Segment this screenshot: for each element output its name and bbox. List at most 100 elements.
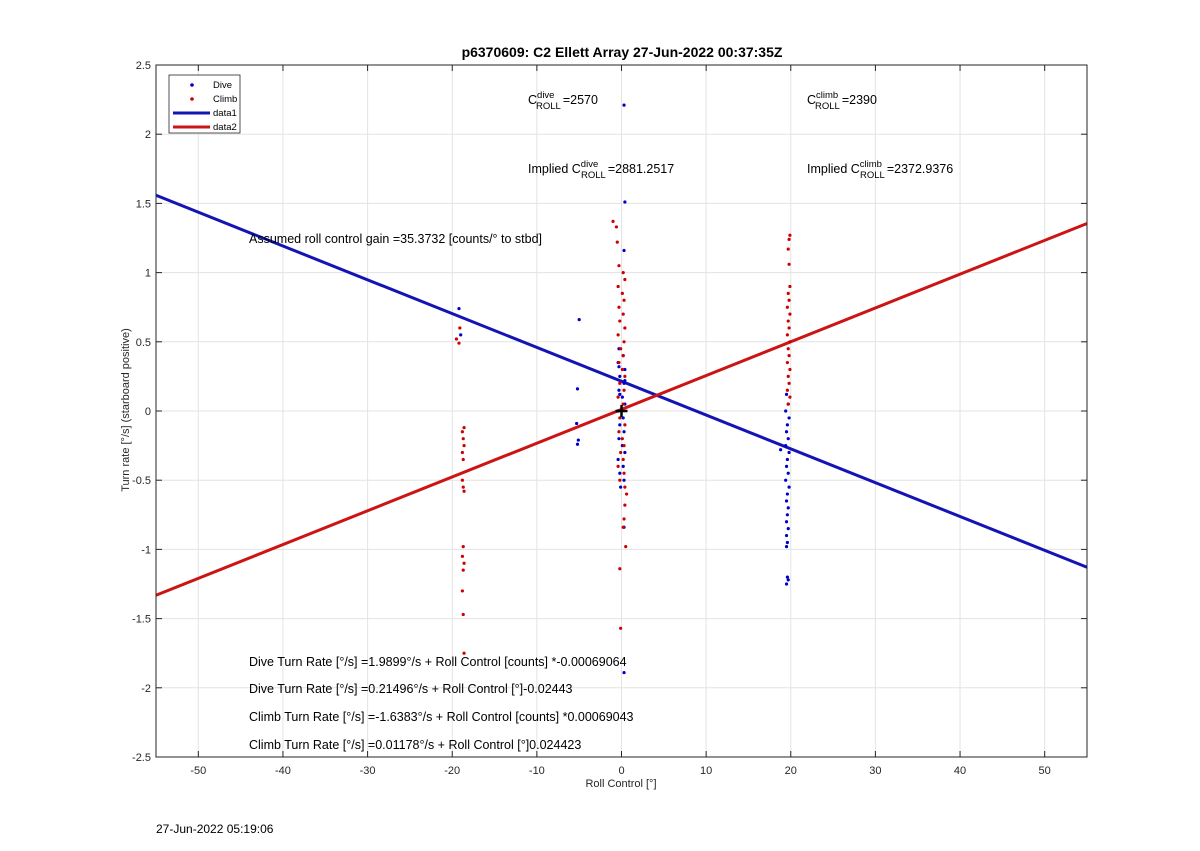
climb-point — [788, 284, 792, 289]
y-tick-label: 2.5 — [136, 60, 151, 72]
climb-point — [620, 437, 624, 441]
dive-point — [786, 527, 790, 531]
climb-point — [621, 271, 625, 275]
x-tick-label: 50 — [1039, 765, 1051, 777]
dive-point — [576, 438, 580, 442]
climb-point — [462, 651, 466, 655]
data-points — [454, 103, 792, 675]
climb-point — [619, 626, 623, 630]
climb-point — [786, 374, 790, 378]
dive-point — [575, 387, 580, 391]
axes: -50 -40 -30 -20 -10 0 10 20 30 40 50 -2.5-2-1.5-1-… — [132, 60, 1088, 777]
dive-point — [786, 578, 790, 582]
c-climb-label: Cclimb ROLL =2390 — [807, 90, 877, 112]
climb-point — [460, 554, 464, 558]
dive-point — [619, 485, 623, 489]
c-dive-label: Cdive ROLL =2570 — [528, 90, 598, 112]
y-tick-label: 1.5 — [136, 198, 151, 210]
dive-point — [618, 471, 622, 475]
climb-point — [619, 450, 623, 455]
legend-box — [168, 74, 241, 134]
y-tick-label: -1.5 — [132, 614, 151, 626]
climb-point — [457, 341, 461, 345]
dive-point — [617, 365, 621, 369]
dive-point — [785, 540, 789, 545]
climb-point — [785, 305, 789, 309]
climb-point — [618, 478, 622, 482]
dive-point — [618, 392, 622, 396]
dive-point — [784, 520, 789, 524]
climb-point — [786, 402, 790, 406]
legend-label: data2 — [213, 122, 237, 133]
climb-point — [462, 444, 466, 448]
x-tick-label: 0 — [618, 765, 624, 777]
climb-point — [621, 354, 625, 358]
dive-point — [787, 416, 791, 420]
climb-point — [786, 347, 790, 351]
climb-point — [623, 423, 627, 427]
climb-point — [788, 340, 792, 344]
dive-point — [787, 450, 791, 455]
climb-point — [622, 444, 626, 448]
dive-point — [618, 374, 622, 378]
climb-point — [617, 360, 621, 365]
climb-point — [458, 326, 462, 330]
y-tick-label: 0 — [145, 406, 151, 418]
climb-point — [462, 561, 466, 565]
dive-point — [623, 200, 627, 204]
dive-point — [623, 378, 627, 383]
x-tick-label: -10 — [529, 765, 545, 777]
dive-point — [784, 478, 788, 482]
climb-equation-degrees: Climb Turn Rate [°/s] =0.01178°/s + Roll… — [249, 738, 581, 752]
climb-point — [454, 337, 459, 341]
dive-point — [785, 492, 789, 496]
climb-point — [618, 381, 622, 385]
climb-point — [618, 567, 622, 571]
dive-point — [623, 450, 627, 455]
climb-point — [617, 264, 621, 268]
x-tick-label: 40 — [954, 765, 966, 777]
x-tick-label: 10 — [700, 765, 712, 777]
x-axis-ticks: -50 -40 -30 -20 -10 0 10 20 30 40 50 — [190, 65, 1051, 777]
climb-point — [616, 284, 620, 289]
climb-point — [614, 225, 619, 229]
dive-point — [621, 464, 625, 468]
dive-point — [622, 381, 626, 385]
x-tick-label: -30 — [360, 765, 376, 777]
climb-point — [461, 568, 465, 572]
climb-point — [621, 312, 625, 316]
dive-point — [622, 478, 626, 482]
legend-items: Dive Climb data1 data2 — [173, 80, 237, 133]
legend-marker-climb — [190, 97, 194, 101]
legend-label: data1 — [213, 108, 237, 119]
climb-point — [617, 305, 621, 309]
climb-point — [785, 360, 789, 365]
dive-point — [779, 448, 783, 452]
dive-point — [622, 248, 626, 253]
climb-point — [461, 457, 465, 462]
dive-equation-degrees: Dive Turn Rate [°/s] =0.21496°/s + Roll … — [249, 682, 573, 696]
climb-point — [787, 237, 791, 241]
y-tick-label: -1 — [141, 544, 151, 556]
dive-point — [785, 457, 789, 462]
dive-point — [621, 416, 625, 420]
dive-point — [616, 457, 620, 462]
climb-point — [622, 517, 626, 521]
dive-point — [784, 533, 789, 538]
climb-point — [618, 416, 622, 420]
dive-equation-counts: Dive Turn Rate [°/s] =1.9899°/s + Roll C… — [249, 655, 627, 669]
climb-point — [785, 333, 789, 337]
climb-point — [461, 485, 465, 489]
climb-point — [624, 492, 629, 496]
y-tick-label: 2 — [145, 129, 151, 141]
x-tick-label: -50 — [190, 765, 206, 777]
climb-point — [611, 219, 615, 223]
climb-point — [622, 340, 626, 344]
y-axis-label: Turn rate [°/s] (starboard positive) — [120, 328, 132, 492]
legend-label: Climb — [213, 94, 237, 105]
climb-point — [617, 430, 621, 434]
climb-point — [785, 388, 789, 392]
gain-annotation: Assumed roll control gain =35.3732 [coun… — [249, 232, 542, 246]
climb-point — [622, 388, 626, 392]
